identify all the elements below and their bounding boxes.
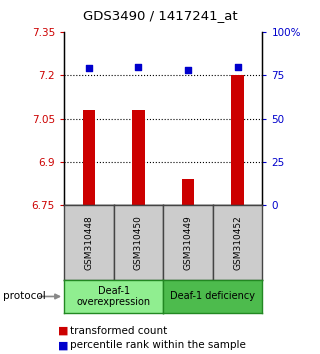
Point	[235, 64, 240, 69]
Bar	[231, 75, 244, 205]
Text: GDS3490 / 1417241_at: GDS3490 / 1417241_at	[83, 10, 237, 22]
Bar	[182, 179, 194, 205]
Text: transformed count: transformed count	[70, 326, 168, 336]
Text: Deaf-1
overexpression: Deaf-1 overexpression	[76, 286, 151, 307]
Point	[136, 64, 141, 69]
Text: ■: ■	[58, 326, 68, 336]
Text: GSM310452: GSM310452	[233, 215, 242, 270]
Bar	[83, 110, 95, 205]
Text: percentile rank within the sample: percentile rank within the sample	[70, 340, 246, 350]
Text: GSM310449: GSM310449	[183, 215, 193, 270]
Point	[86, 65, 92, 71]
Text: protocol: protocol	[3, 291, 46, 302]
Bar	[132, 110, 145, 205]
Text: GSM310450: GSM310450	[134, 215, 143, 270]
Point	[186, 67, 191, 73]
Text: GSM310448: GSM310448	[84, 215, 93, 270]
Text: ■: ■	[58, 340, 68, 350]
Text: Deaf-1 deficiency: Deaf-1 deficiency	[170, 291, 255, 302]
